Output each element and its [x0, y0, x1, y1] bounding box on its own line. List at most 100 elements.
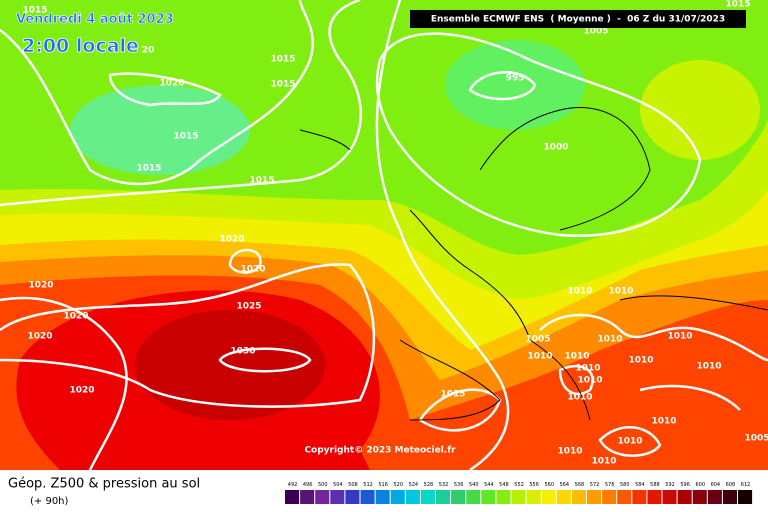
colorbar-label: 532 — [439, 482, 449, 488]
colorbar-swatch — [420, 490, 435, 504]
field-core — [135, 310, 325, 420]
field-low — [70, 85, 250, 175]
isobar-label: 1010 — [651, 417, 676, 427]
isobar-labels: 1015 20 1020 1015 1015 1015 1015 1015 995 1000 100… — [22, 0, 768, 467]
forecast-time: 2:00 locale — [22, 35, 139, 57]
isobar-label: 1020 — [28, 281, 53, 291]
colorbar-label: 580 — [620, 482, 630, 488]
colorbar-label: 540 — [469, 482, 479, 488]
colorbar-label: 592 — [665, 482, 675, 488]
colorbar-swatch — [345, 490, 360, 504]
isobar-label: 1000 — [543, 143, 568, 153]
colorbar-label: 504 — [333, 482, 343, 488]
colorbar-swatch — [330, 490, 345, 504]
colorbar-label: 512 — [363, 482, 373, 488]
isobar-label: 1010 — [575, 364, 600, 374]
isobar-label: 1010 — [527, 352, 552, 362]
colorbar-swatch — [738, 490, 753, 504]
coastlines — [299, 107, 768, 421]
isobar-label: 1010 — [567, 393, 592, 403]
colorbar-swatch — [496, 490, 511, 504]
forecast-date: Vendredi 4 août 2023 — [16, 12, 174, 27]
isobar-label: 1010 — [564, 352, 589, 362]
isobar-label: 1020 — [63, 312, 88, 322]
isobar-label: 1030 — [230, 347, 255, 357]
colorbar-label: 560 — [544, 482, 554, 488]
copyright: Copyright© 2023 Meteociel.fr — [304, 446, 456, 456]
isobar-label: 1010 — [628, 356, 653, 366]
isobar-label: 1010 — [577, 376, 602, 386]
isobar-label: 1010 — [591, 457, 616, 467]
isobar-label: 1010 — [597, 335, 622, 345]
isobar-label: 1005 — [744, 434, 768, 444]
model-header: Ensemble ECMWF ENS ( Moyenne ) - 06 Z du… — [431, 15, 725, 25]
colorbar-swatch — [587, 490, 602, 504]
isobar-label: 1015 — [22, 6, 47, 16]
colorbar-label: 564 — [560, 482, 570, 488]
colorbar-swatch — [662, 490, 677, 504]
isobar-label: 1025 — [236, 302, 261, 312]
colorbar-swatch — [571, 490, 586, 504]
colorbar-label: 536 — [454, 482, 464, 488]
colorbar-swatch — [285, 490, 300, 504]
colorbar-swatch — [707, 490, 722, 504]
colorbar-swatch — [632, 490, 647, 504]
colorbar-swatch — [602, 490, 617, 504]
isobar-label: 1005 — [525, 335, 550, 345]
colorbar-label: 552 — [514, 482, 524, 488]
colorbar-label: 596 — [680, 482, 690, 488]
colorbar-swatch — [481, 490, 496, 504]
colorbar-label: 496 — [303, 482, 313, 488]
isobar-label: 995 — [506, 74, 525, 84]
isobar-label: 1015 — [173, 132, 198, 142]
colorbar-swatch — [300, 490, 315, 504]
colorbar-label: 500 — [318, 482, 328, 488]
colorbar-label: 544 — [484, 482, 494, 488]
colorbar-swatch — [647, 490, 662, 504]
footer-lead: (+ 90h) — [30, 496, 69, 507]
colorbar: 492 496 500 504 508 512 516 520 524 528 532 536 540 5… — [285, 482, 753, 504]
colorbar-label: 548 — [499, 482, 509, 488]
isobar-label: 1010 — [557, 447, 582, 457]
isobar-label: 1020 — [240, 265, 265, 275]
colorbar-swatch — [556, 490, 571, 504]
colorbar-label: 600 — [695, 482, 705, 488]
colorbar-label: 524 — [409, 482, 419, 488]
colorbar-swatch — [541, 490, 556, 504]
colorbar-label: 572 — [590, 482, 600, 488]
isobar-label: 1015 — [270, 80, 295, 90]
colorbar-swatch — [405, 490, 420, 504]
isobar-label: 1010 — [696, 362, 721, 372]
colorbar-label: 492 — [288, 482, 298, 488]
colorbar-label: 608 — [726, 482, 736, 488]
colorbar-swatch — [375, 490, 390, 504]
field-band — [640, 60, 760, 160]
isobar-label: 1005 — [583, 27, 608, 37]
isobar-label: 1015 — [249, 176, 274, 186]
isobar-label: 1015 — [136, 164, 161, 174]
colorbar-swatch — [692, 490, 707, 504]
isobar-label: 1010 — [567, 287, 592, 297]
colorbar-label: 584 — [635, 482, 645, 488]
colorbar-label: 528 — [424, 482, 434, 488]
colorbar-label: 520 — [393, 482, 403, 488]
colorbar-swatch — [617, 490, 632, 504]
colorbar-label: 588 — [650, 482, 660, 488]
colorbar-label: 508 — [348, 482, 358, 488]
footer-title: Géop. Z500 & pression au sol — [8, 477, 200, 492]
colorbar-swatch — [722, 490, 737, 504]
isobars — [0, 0, 768, 457]
colorbar-swatch — [511, 490, 526, 504]
isobar-label: 20 — [142, 46, 155, 56]
model-header-box — [410, 10, 746, 28]
field-low — [445, 40, 585, 130]
isobar-label: 1020 — [69, 386, 94, 396]
colorbar-swatch — [390, 490, 405, 504]
colorbar-label: 556 — [529, 482, 539, 488]
colorbar-label: 604 — [711, 482, 721, 488]
colorbar-swatch — [436, 490, 451, 504]
colorbar-swatch — [315, 490, 330, 504]
colorbar-label: 516 — [378, 482, 388, 488]
isobar-label: 1010 — [617, 437, 642, 447]
